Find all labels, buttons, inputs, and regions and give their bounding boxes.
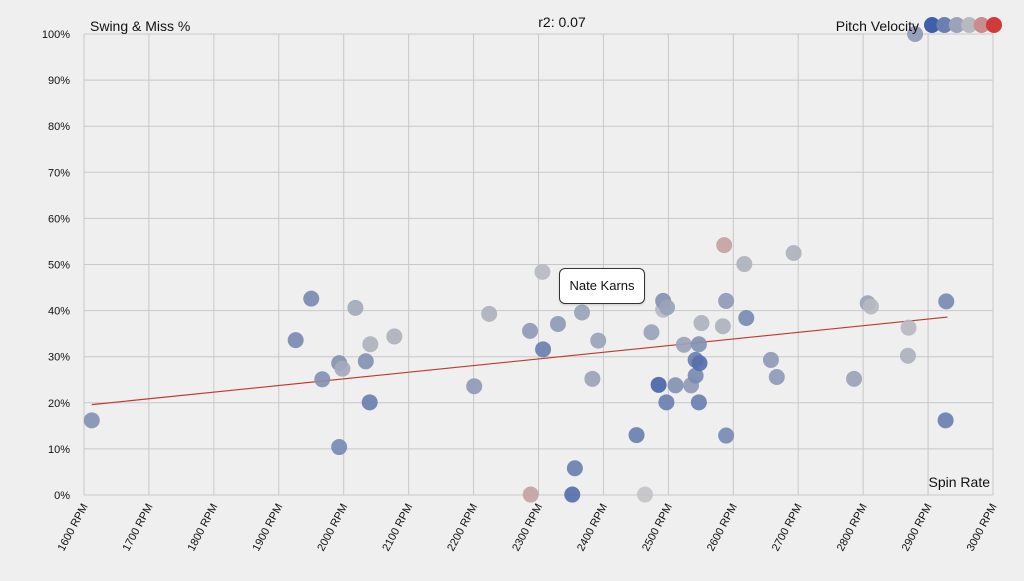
data-point[interactable] bbox=[83, 412, 100, 429]
data-point[interactable] bbox=[535, 341, 552, 358]
y-tick-label: 0% bbox=[54, 490, 70, 502]
data-point[interactable] bbox=[564, 486, 581, 503]
legend-swatch bbox=[936, 17, 953, 33]
data-point[interactable] bbox=[937, 412, 954, 429]
y-tick-label: 80% bbox=[48, 121, 70, 133]
y-tick-label: 30% bbox=[48, 352, 70, 364]
data-point[interactable] bbox=[466, 378, 483, 395]
x-tick-label: 2400 RPM bbox=[575, 502, 610, 554]
data-point[interactable] bbox=[362, 336, 379, 353]
data-point[interactable] bbox=[549, 315, 566, 332]
data-point[interactable] bbox=[768, 368, 785, 385]
data-point[interactable] bbox=[693, 315, 710, 332]
x-tick-label: 1600 RPM bbox=[56, 502, 91, 554]
data-point[interactable] bbox=[386, 328, 403, 345]
data-point[interactable] bbox=[628, 427, 645, 444]
data-point[interactable] bbox=[357, 353, 374, 370]
y-tick-label: 100% bbox=[42, 29, 70, 41]
data-point[interactable] bbox=[846, 370, 863, 387]
data-point[interactable] bbox=[534, 263, 551, 280]
data-point[interactable] bbox=[566, 460, 583, 477]
x-tick-label: 2800 RPM bbox=[835, 502, 870, 554]
data-point[interactable] bbox=[590, 332, 607, 349]
legend-swatch bbox=[961, 17, 978, 33]
data-point[interactable] bbox=[361, 394, 378, 411]
x-tick-label: 2200 RPM bbox=[445, 502, 480, 554]
data-point[interactable] bbox=[303, 290, 320, 307]
data-point[interactable] bbox=[900, 319, 917, 336]
data-point[interactable] bbox=[718, 427, 735, 444]
data-point[interactable] bbox=[522, 486, 539, 503]
data-point[interactable] bbox=[938, 293, 955, 310]
x-tick-label: 2900 RPM bbox=[900, 502, 935, 554]
data-point[interactable] bbox=[862, 298, 879, 315]
y-axis-title: Swing & Miss % bbox=[90, 18, 190, 34]
y-tick-label: 10% bbox=[48, 444, 70, 456]
y-tick-label: 90% bbox=[48, 75, 70, 87]
y-tick-label: 40% bbox=[48, 306, 70, 318]
y-tick-label: 70% bbox=[48, 167, 70, 179]
data-point[interactable] bbox=[738, 309, 755, 326]
data-point[interactable] bbox=[714, 318, 731, 335]
data-point[interactable] bbox=[899, 347, 916, 364]
data-points bbox=[83, 26, 955, 503]
data-point[interactable] bbox=[675, 336, 692, 353]
data-point[interactable] bbox=[690, 394, 707, 411]
legend: Pitch Velocity bbox=[836, 17, 1002, 34]
data-point[interactable] bbox=[334, 360, 351, 377]
data-point[interactable] bbox=[659, 299, 676, 316]
data-point[interactable] bbox=[650, 376, 667, 393]
x-tick-label: 3000 RPM bbox=[965, 502, 1000, 554]
data-point[interactable] bbox=[690, 336, 707, 353]
data-point[interactable] bbox=[287, 332, 304, 349]
y-tick-label: 60% bbox=[48, 213, 70, 225]
data-point[interactable] bbox=[691, 355, 708, 372]
x-tick-label: 1700 RPM bbox=[121, 502, 156, 554]
data-point[interactable] bbox=[907, 26, 924, 42]
legend-swatch bbox=[948, 17, 965, 33]
data-point[interactable] bbox=[658, 394, 675, 411]
x-tick-label: 2100 RPM bbox=[380, 502, 415, 554]
data-point[interactable] bbox=[314, 371, 331, 388]
point-tooltip: Nate Karns bbox=[559, 268, 645, 304]
data-point[interactable] bbox=[574, 304, 591, 321]
x-tick-label: 1800 RPM bbox=[186, 502, 221, 554]
data-point[interactable] bbox=[667, 377, 684, 394]
legend-swatch bbox=[973, 17, 990, 33]
data-point[interactable] bbox=[762, 351, 779, 368]
chart-title: r2: 0.07 bbox=[538, 14, 586, 30]
x-tick-label: 2300 RPM bbox=[510, 502, 545, 554]
legend-title: Pitch Velocity bbox=[836, 18, 919, 34]
y-axis-ticks: 0% 10% 20% 30% 40% 50% 60% 70% 80% 90% 100% bbox=[42, 29, 70, 502]
x-axis-title: Spin Rate bbox=[929, 474, 991, 490]
data-point[interactable] bbox=[785, 244, 802, 261]
x-tick-label: 2700 RPM bbox=[770, 502, 805, 554]
legend-swatch bbox=[986, 17, 1002, 33]
legend-swatches bbox=[924, 17, 1002, 33]
data-point[interactable] bbox=[716, 237, 733, 254]
data-point[interactable] bbox=[718, 292, 735, 309]
data-point[interactable] bbox=[331, 439, 348, 456]
x-tick-label: 1900 RPM bbox=[250, 502, 285, 554]
y-tick-label: 50% bbox=[48, 260, 70, 272]
data-point[interactable] bbox=[636, 486, 653, 503]
x-axis-ticks: 1600 RPM 1700 RPM 1800 RPM 1900 RPM 2000 RPM… bbox=[56, 502, 1000, 554]
data-point[interactable] bbox=[643, 324, 660, 341]
legend-swatch bbox=[924, 17, 940, 33]
data-point[interactable] bbox=[687, 367, 704, 384]
data-point[interactable] bbox=[347, 299, 364, 316]
y-tick-label: 20% bbox=[48, 398, 70, 410]
x-tick-label: 2500 RPM bbox=[640, 502, 675, 554]
x-tick-label: 2000 RPM bbox=[315, 502, 350, 554]
trend-line bbox=[91, 316, 948, 406]
data-point[interactable] bbox=[736, 256, 753, 273]
data-point[interactable] bbox=[522, 322, 539, 339]
data-point[interactable] bbox=[584, 370, 601, 387]
data-point[interactable] bbox=[481, 305, 498, 322]
grid-lines bbox=[83, 33, 994, 496]
x-tick-label: 2600 RPM bbox=[705, 502, 740, 554]
